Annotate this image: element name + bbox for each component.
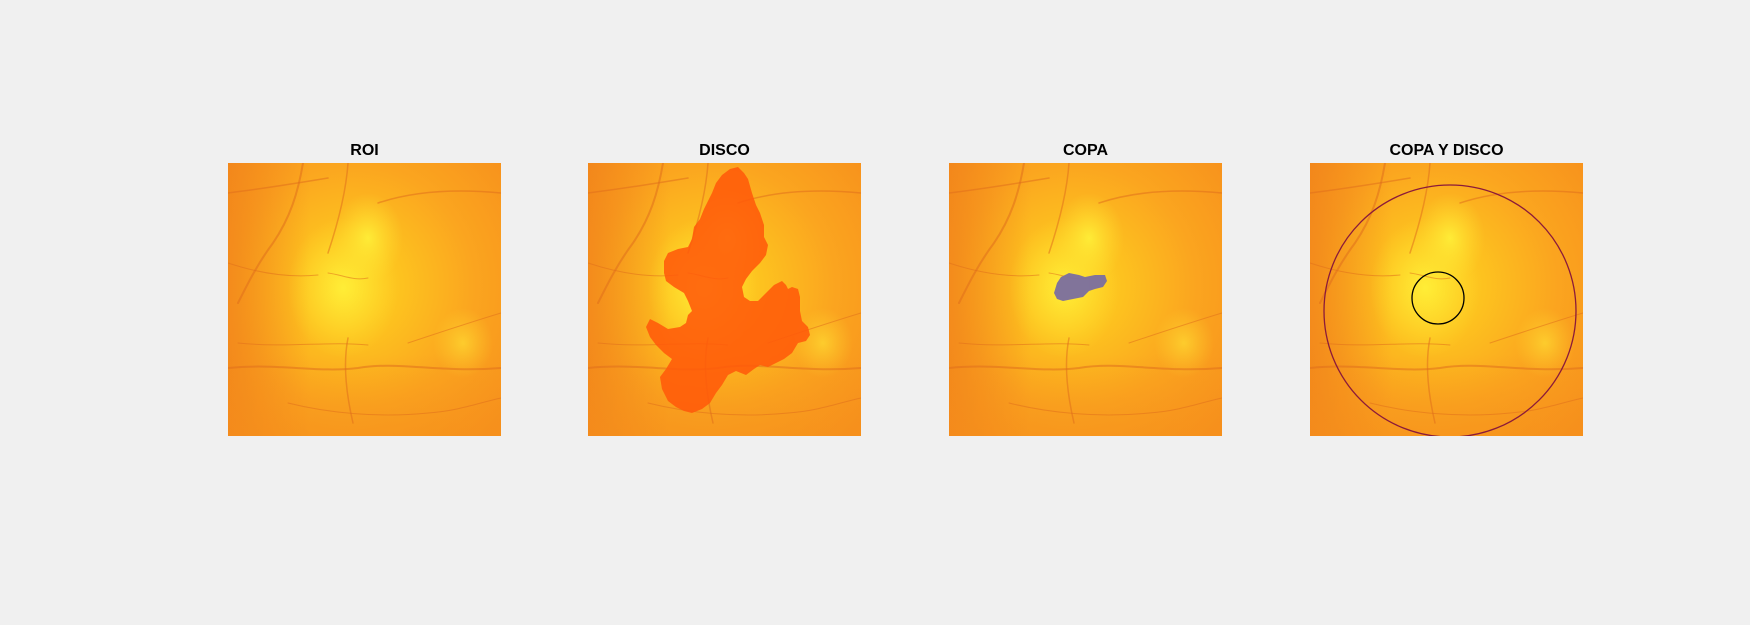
fundus-cup-image [949, 163, 1222, 436]
panel-title: COPA Y DISCO [1389, 142, 1504, 159]
copa-y-disco-panel: COPA Y DISCO [1310, 139, 1583, 436]
disc-circle [1323, 184, 1577, 436]
disc-segmentation-mask [646, 167, 810, 413]
fundus-roi-image [228, 163, 501, 436]
cup-circle [1411, 271, 1465, 325]
cup-segmentation-mask [1054, 273, 1107, 301]
panel-title: DISCO [699, 142, 750, 159]
panel-title: COPA [1062, 142, 1109, 159]
fundus-disc-image [588, 163, 861, 436]
panel-title: ROI [350, 142, 379, 159]
disco-panel: DISCO [588, 139, 861, 436]
roi-panel: ROI [228, 139, 501, 436]
copa-panel: COPA [949, 139, 1222, 436]
fundus-cup-disc-image [1310, 163, 1583, 436]
